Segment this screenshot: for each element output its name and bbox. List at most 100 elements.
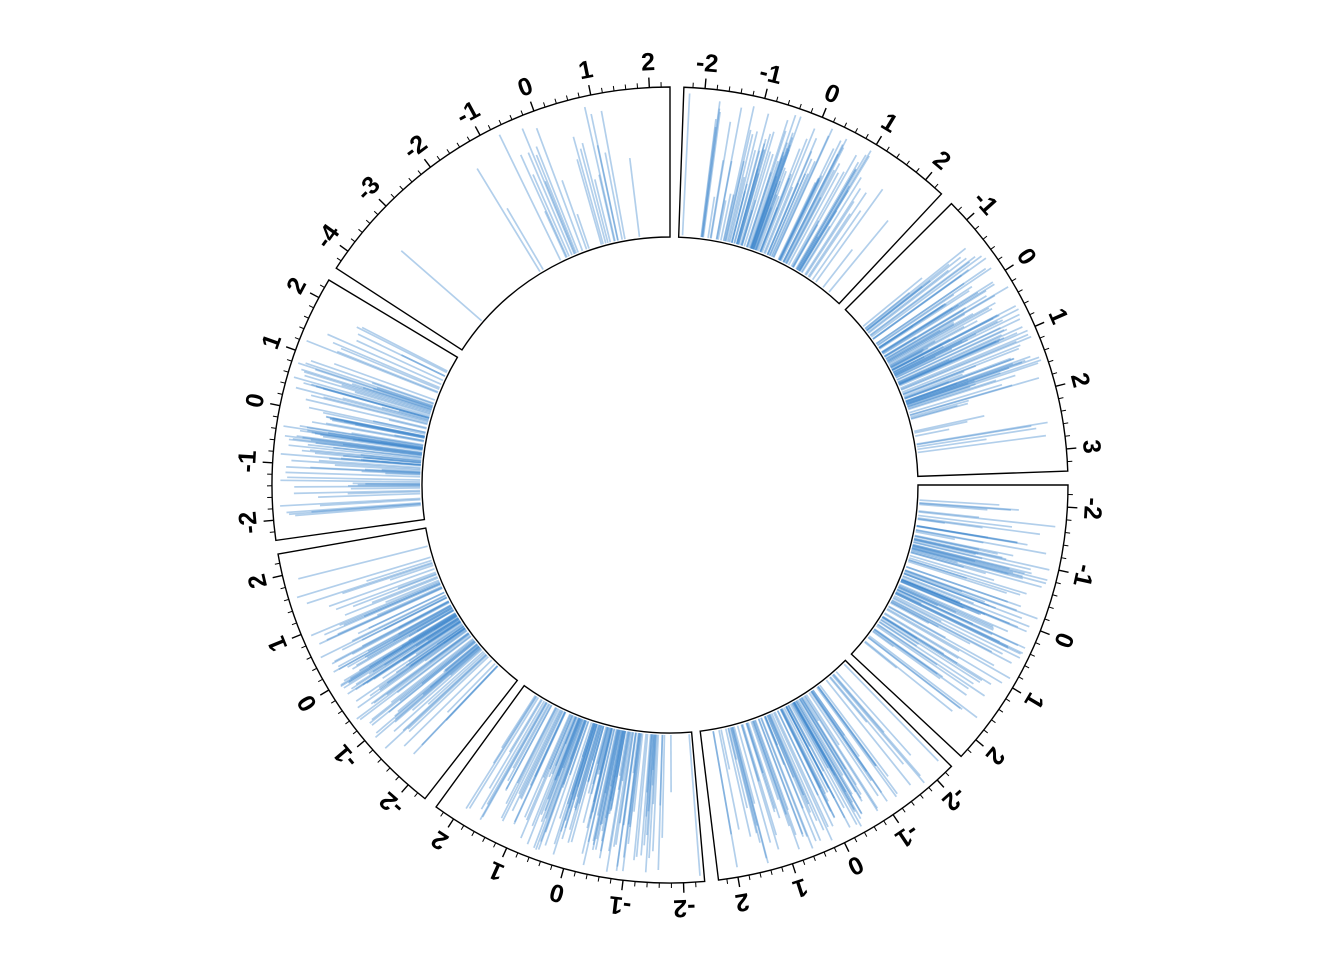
data-line	[795, 700, 863, 815]
minor-tick	[498, 119, 502, 125]
data-line	[792, 702, 855, 810]
data-line	[810, 690, 868, 773]
sector-right-upper: -1 0 1 2 3	[844, 185, 1106, 478]
data-line	[895, 591, 1024, 655]
data-line	[296, 556, 431, 599]
data-line	[299, 425, 424, 447]
data-line	[710, 121, 732, 239]
data-line	[288, 503, 421, 516]
data-line	[891, 317, 994, 372]
major-tick	[285, 346, 296, 351]
data-line	[340, 614, 457, 686]
data-line	[325, 422, 425, 442]
data-line	[360, 453, 422, 462]
data-line	[380, 440, 423, 449]
data-line	[343, 616, 459, 689]
data-line	[730, 191, 746, 243]
minor-tick	[1035, 642, 1041, 646]
data-line	[681, 93, 691, 236]
data-line	[907, 560, 1007, 594]
data-line	[397, 572, 437, 590]
data-line	[280, 479, 421, 483]
data-line	[323, 396, 428, 425]
data-line	[890, 600, 939, 628]
data-line	[740, 209, 753, 246]
data-line	[600, 730, 624, 842]
data-line	[741, 723, 778, 836]
data-line	[903, 373, 963, 398]
data-line	[881, 304, 959, 354]
data-line	[791, 702, 829, 769]
minor-tick	[319, 284, 325, 288]
data-line	[506, 207, 544, 271]
data-line	[337, 604, 452, 668]
minor-tick	[726, 878, 729, 884]
data-line	[318, 492, 421, 498]
data-line	[864, 292, 911, 330]
data-line	[798, 150, 872, 272]
data-line	[900, 579, 986, 616]
data-line	[350, 619, 460, 690]
data-line	[866, 279, 931, 332]
minor-tick	[982, 235, 988, 240]
data-line	[284, 434, 423, 455]
data-line	[785, 705, 836, 799]
data-line	[576, 724, 600, 797]
data-line	[803, 695, 879, 812]
data-line	[902, 347, 1020, 395]
data-line	[553, 722, 595, 845]
data-line	[767, 714, 812, 813]
major-tick	[1012, 687, 1022, 694]
data-line	[888, 308, 993, 366]
minor-tick	[1052, 372, 1058, 375]
data-line	[373, 420, 426, 434]
data-line	[402, 653, 487, 732]
data-line	[433, 614, 458, 631]
data-line	[307, 443, 422, 459]
sector-bottom: -2 -1 0 12	[426, 684, 706, 922]
data-line	[415, 622, 463, 655]
data-line	[917, 517, 1041, 536]
data-line	[355, 626, 465, 702]
minor-tick	[612, 85, 615, 92]
data-line	[887, 323, 955, 363]
data-line	[883, 306, 967, 358]
data-line	[791, 702, 863, 827]
data-line	[544, 180, 576, 255]
data-line	[772, 712, 833, 841]
data-line	[327, 333, 442, 386]
data-line	[906, 372, 1001, 406]
data-line	[883, 336, 917, 357]
minor-tick	[577, 92, 580, 98]
data-line	[780, 708, 822, 789]
data-line	[766, 150, 813, 256]
data-line	[302, 436, 423, 454]
data-line	[305, 362, 434, 407]
data-line	[408, 627, 466, 668]
data-line	[891, 338, 951, 371]
data-line	[912, 544, 1025, 575]
data-line	[343, 455, 422, 464]
minor-tick	[1048, 359, 1054, 363]
data-line	[570, 725, 605, 843]
data-line	[764, 715, 779, 746]
data-line	[582, 726, 609, 824]
data-line	[388, 419, 427, 430]
data-line	[648, 734, 657, 859]
major-tick	[1040, 630, 1050, 636]
minor-tick	[1044, 347, 1050, 351]
data-line	[322, 411, 426, 435]
data-line	[906, 367, 1010, 405]
minor-tick	[520, 110, 524, 116]
sector-border	[435, 684, 706, 884]
data-line	[587, 725, 605, 783]
data-line	[342, 562, 433, 595]
data-line	[872, 257, 987, 340]
data-line	[325, 415, 425, 438]
data-line	[604, 152, 623, 240]
data-line	[909, 384, 1013, 416]
data-line	[341, 384, 432, 414]
data-line	[622, 732, 641, 858]
data-line	[817, 686, 877, 767]
data-line	[760, 717, 808, 837]
